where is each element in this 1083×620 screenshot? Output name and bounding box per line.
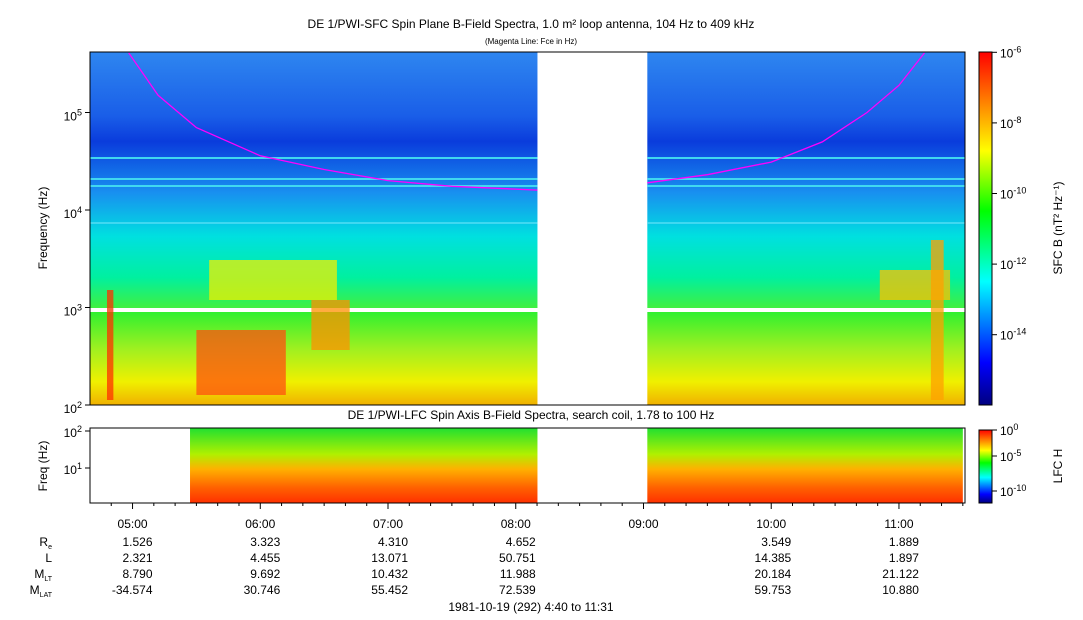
ephemeris-value: 20.184	[755, 567, 792, 581]
lfc-colorbar-label: LFC H	[1051, 449, 1065, 484]
sfc-emission-region	[196, 330, 286, 395]
lfc-cbar-tick-label: 10-5	[1000, 448, 1021, 464]
sfc-cbar-tick-label: 10-12	[1000, 256, 1026, 272]
time-caption: 1981-10-19 (292) 4:40 to 11:31	[448, 600, 614, 614]
sfc-cbar-tick-label: 10-14	[1000, 327, 1026, 343]
ephemeris-value: 50.751	[499, 551, 536, 565]
lfc-ylabel: Freq (Hz)	[36, 441, 50, 492]
sfc-line-artifact	[647, 178, 965, 180]
ephemeris-row-label: L	[45, 551, 52, 565]
ephemeris-value: -34.574	[112, 583, 153, 597]
sfc-line-artifact	[90, 157, 538, 159]
ephemeris-value: 11.988	[500, 567, 536, 581]
lfc-cbar-tick-label: 100	[1000, 422, 1018, 438]
sfc-ylabel: Frequency (Hz)	[36, 187, 50, 270]
sfc-colorbar	[978, 51, 993, 406]
lfc-ytick-label: 101	[64, 461, 82, 477]
fce-line	[647, 52, 926, 184]
ephemeris-value: 14.385	[755, 551, 792, 565]
sfc-cbar-tick-label: 10-8	[1000, 115, 1021, 131]
ephemeris-value: 4.310	[378, 535, 408, 549]
sfc-cbar-tick-label: 10-10	[1000, 186, 1026, 202]
sfc-frame	[89, 51, 966, 406]
sfc-line-artifact	[90, 178, 538, 180]
sfc-subtitle: (Magenta Line: Fce in Hz)	[485, 37, 577, 46]
ephemeris-row-label: MLT	[34, 567, 52, 583]
axes-ticks: 102 103 104 105 101 102 10-6 10-8 10-10 10-12 10-1…	[64, 44, 1027, 531]
ephemeris-value: 10.432	[371, 567, 408, 581]
ephemeris-table: Re 1.526 3.323 4.310 4.652 3.549 1.889 L 2.321 4.…	[30, 535, 920, 599]
lfc-panel	[89, 427, 966, 504]
lfc-title: DE 1/PWI-LFC Spin Axis B-Field Spectra, …	[348, 408, 715, 422]
ephemeris-value: 8.790	[123, 567, 153, 581]
time-tick-label: 09:00	[628, 517, 658, 531]
sfc-ytick-label: 104	[64, 205, 82, 221]
sfc-low-band	[647, 312, 965, 405]
ephemeris-value: 59.753	[755, 583, 792, 597]
ephemeris-value: 10.880	[882, 583, 919, 597]
ephemeris-value: 13.071	[371, 551, 408, 565]
ephemeris-value: 1.526	[123, 535, 153, 549]
ephemeris-value: 21.122	[882, 567, 919, 581]
time-tick-label: 05:00	[118, 517, 148, 531]
fce-line	[128, 52, 538, 191]
lfc-colorbar	[978, 429, 993, 504]
sfc-emission-region	[209, 260, 337, 300]
sfc-line-artifact	[90, 185, 538, 187]
sfc-title: DE 1/PWI-SFC Spin Plane B-Field Spectra,…	[308, 17, 755, 31]
time-tick-label: 07:00	[373, 517, 403, 531]
sfc-ytick-label: 102	[64, 400, 82, 416]
lfc-ytick-label: 102	[64, 424, 82, 440]
ephemeris-row-label: Re	[39, 535, 52, 551]
sfc-ytick-label: 105	[64, 108, 82, 124]
ephemeris-value: 3.323	[250, 535, 280, 549]
sfc-line-artifact	[647, 185, 965, 187]
sfc-emission-region	[311, 300, 350, 350]
ephemeris-value: 30.746	[244, 583, 281, 597]
ephemeris-value: 4.652	[506, 535, 536, 549]
lfc-frame	[89, 427, 966, 504]
sfc-emission-region	[930, 240, 944, 400]
sfc-cbar-tick-label: 10-6	[1000, 44, 1021, 60]
time-tick-label: 08:00	[501, 517, 531, 531]
ephemeris-value: 1.897	[889, 551, 919, 565]
ephemeris-value: 72.539	[499, 583, 536, 597]
ephemeris-value: 9.692	[250, 567, 280, 581]
lfc-band	[190, 428, 538, 503]
ephemeris-value: 2.321	[123, 551, 153, 565]
ephemeris-value: 55.452	[371, 583, 408, 597]
time-tick-label: 11:00	[884, 517, 913, 531]
sfc-colorbar-label: SFC B (nT² Hz⁻¹)	[1051, 182, 1065, 275]
ephemeris-value: 3.549	[761, 535, 791, 549]
sfc-ytick-label: 103	[64, 303, 82, 319]
ephemeris-row-label: MLAT	[30, 583, 53, 599]
sfc-line-artifact	[647, 157, 965, 159]
time-tick-label: 06:00	[245, 517, 275, 531]
lfc-cbar-tick-label: 10-10	[1000, 483, 1026, 499]
sfc-line-artifact	[647, 222, 965, 224]
time-tick-label: 10:00	[756, 517, 786, 531]
sfc-emission-region	[106, 290, 114, 400]
sfc-panel	[89, 51, 966, 406]
lfc-band	[647, 428, 963, 503]
ephemeris-value: 4.455	[250, 551, 280, 565]
sfc-line-artifact	[90, 222, 538, 224]
ephemeris-value: 1.889	[889, 535, 919, 549]
